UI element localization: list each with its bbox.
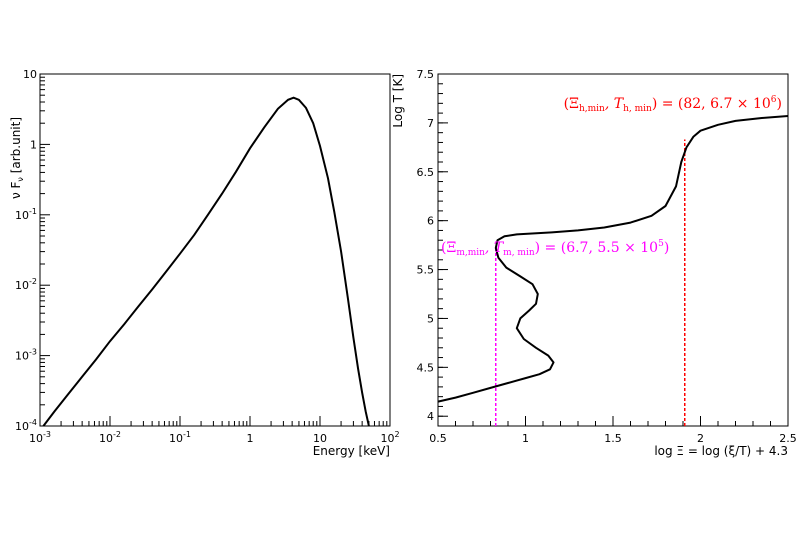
equilibrium-y-tick-label: 6.5 [417,166,435,179]
spectrum-y-axis-label: ν Fν [arb.unit] [9,117,25,199]
equilibrium-x-tick-label: 1.5 [604,432,622,445]
spectrum-y-tick-label: 1 [30,138,37,151]
spectrum-y-tick-label: 10-2 [15,277,37,292]
equilibrium-y-tick-label: 4.5 [417,361,435,374]
spectrum-x-tick-label: 1 [247,432,254,445]
equilibrium-x-tick-label: 2.5 [779,432,797,445]
spectrum-y-tick-label: 10-3 [15,348,37,363]
spectrum-curve [42,96,370,427]
equilibrium-y-axis-label: Log T [K] [391,74,405,128]
equilibrium-y-tick-label: 5 [427,312,434,325]
equilibrium-y-tick-label: 5.5 [417,264,435,277]
spectrum-x-tick-label: 10-1 [169,430,191,445]
spectrum-x-tick-label: 10-2 [99,430,121,445]
spectrum-y-ticks: 10-4 10-3 10-2 10-1 1 10 [15,68,50,433]
spectrum-plot-frame [39,73,391,427]
equilibrium-x-axis-label: log Ξ = log (ξ/T) + 4.3 [654,444,788,458]
spectrum-x-tick-label: 10-3 [29,430,51,445]
spectrum-x-ticks: 10-3 10-2 10-1 1 10 102 [29,416,400,445]
equilibrium-y-ticks: 4 4.5 5 5.5 6 6.5 7 7.5 [417,68,448,423]
equilibrium-y-tick-label: 4 [427,410,434,423]
spectrum-y-tick-label: 10 [23,68,37,81]
spectrum-y-tick-label: 10-1 [15,207,37,222]
thermal-equilibrium-panel: 0.5 1 1.5 2 2.5 4 4.5 5 5.5 6 6.5 7 7.5 log Ξ = log… [391,68,797,458]
spectrum-y-tick-label: 10-4 [15,418,37,433]
equilibrium-y-tick-label: 7.5 [417,68,435,81]
hot-branch-annotation: (Ξh,min, Th, min) = (82, 6.7 × 106) [564,95,782,114]
equilibrium-marker-lines [495,139,686,426]
spectrum-x-axis-label: Energy [keV] [313,444,390,458]
spectrum-x-tick-label: 102 [380,430,399,445]
equilibrium-curve [437,115,789,403]
spectrum-x-tick-label: 10 [313,432,327,445]
equilibrium-y-tick-label: 6 [427,215,434,228]
middle-branch-annotation: (Ξm,min, Tm, min) = (6.7, 5.5 × 105) [441,239,669,258]
equilibrium-x-tick-label: 0.5 [429,432,447,445]
equilibrium-x-tick-label: 2 [697,432,704,445]
equilibrium-x-ticks: 0.5 1 1.5 2 2.5 [429,416,797,445]
equilibrium-x-tick-label: 1 [522,432,529,445]
equilibrium-y-tick-label: 7 [427,117,434,130]
